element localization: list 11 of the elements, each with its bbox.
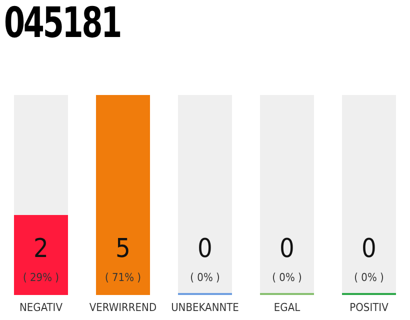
data-label: 2 ( 29% ): [22, 234, 60, 284]
data-label: 5 ( 71% ): [104, 234, 142, 284]
x-tick-label: EGAL: [274, 300, 301, 314]
data-label: 0 ( 0% ): [190, 234, 220, 284]
chart-title: 045181: [4, 0, 121, 47]
x-tick-label: NEGATIV: [20, 300, 63, 314]
x-tick-label: UNBEKANNTE: [171, 300, 239, 314]
data-label: 0 ( 0% ): [354, 234, 384, 284]
data-label: 0 ( 0% ): [272, 234, 302, 284]
x-tick-label: VERWIRREND: [89, 300, 157, 314]
x-tick-label: POSITIV: [350, 300, 389, 314]
